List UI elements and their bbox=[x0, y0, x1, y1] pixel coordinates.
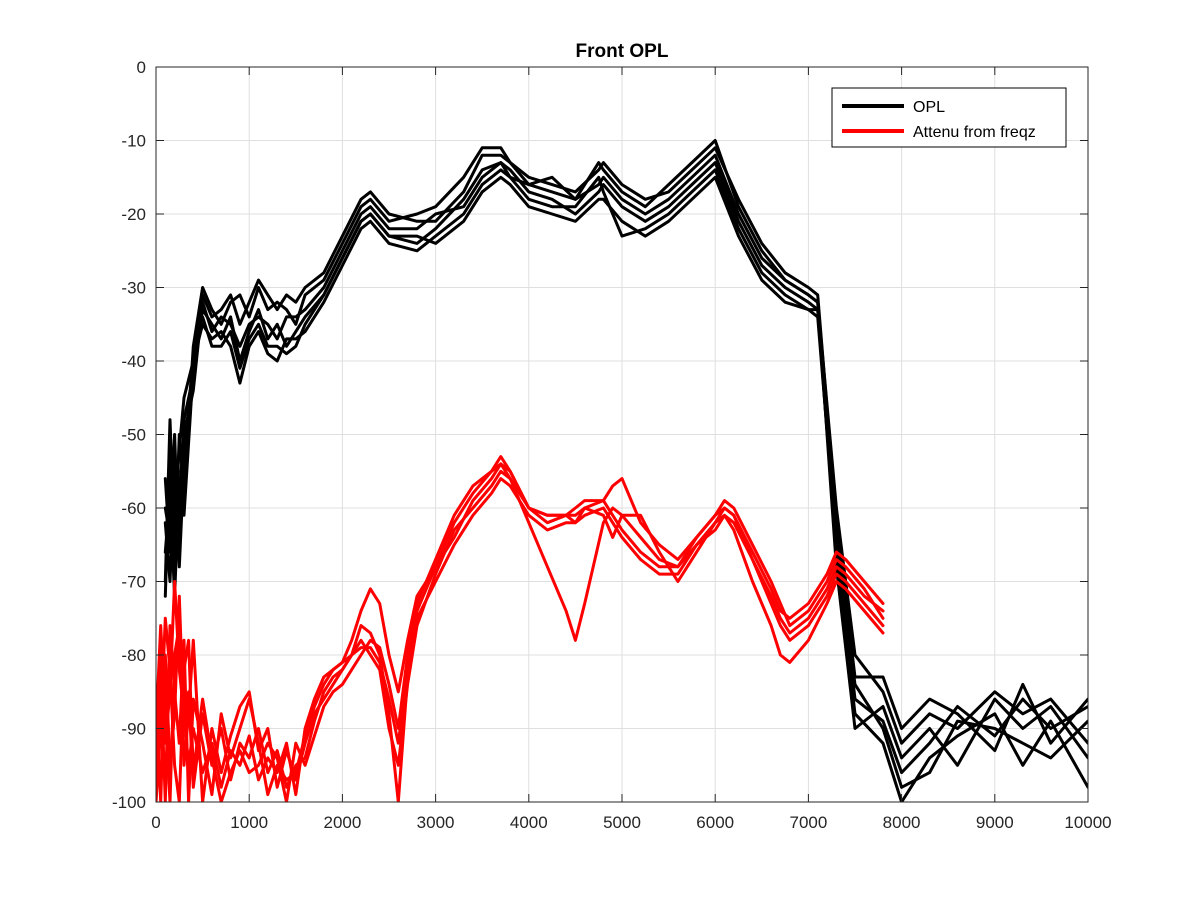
legend-box bbox=[831, 87, 1067, 148]
ticks: 0 1000 2000 3000 4000 5000 6000 7000 8000 9000 100… bbox=[112, 58, 1112, 832]
y-tick-label: -60 bbox=[121, 499, 146, 518]
y-tick-label: -100 bbox=[112, 793, 146, 812]
x-tick-label: 7000 bbox=[789, 813, 827, 832]
x-tick-label: 10000 bbox=[1064, 813, 1111, 832]
series-layer bbox=[156, 139, 1088, 802]
x-tick-label: 5000 bbox=[603, 813, 641, 832]
x-tick-label: 8000 bbox=[883, 813, 921, 832]
x-tick-label: 6000 bbox=[696, 813, 734, 832]
series-line-opl-5 bbox=[163, 153, 1088, 767]
legend: OPL Attenu from freqz bbox=[831, 87, 1067, 148]
x-tick-label: 9000 bbox=[976, 813, 1014, 832]
series-line-opl-4 bbox=[163, 146, 1088, 753]
y-tick-label: -50 bbox=[121, 426, 146, 445]
series-line-attenu-from-freqz-11 bbox=[156, 462, 885, 802]
y-tick-label: -30 bbox=[121, 279, 146, 298]
y-tick-label: -40 bbox=[121, 352, 146, 371]
y-tick-label: -20 bbox=[121, 205, 146, 224]
y-tick-label: -90 bbox=[121, 720, 146, 739]
x-tick-label: 4000 bbox=[510, 813, 548, 832]
y-tick-label: -10 bbox=[121, 132, 146, 151]
x-tick-label: 3000 bbox=[417, 813, 455, 832]
x-tick-label: 0 bbox=[151, 813, 160, 832]
legend-label-opl: OPL bbox=[913, 99, 945, 116]
series-line-opl-1 bbox=[163, 139, 1088, 745]
series-line-attenu-from-freqz-10 bbox=[156, 455, 885, 802]
y-tick-label: -70 bbox=[121, 573, 146, 592]
chart-title: Front OPL bbox=[576, 41, 669, 62]
x-tick-label: 2000 bbox=[323, 813, 361, 832]
y-tick-label: -80 bbox=[121, 646, 146, 665]
x-tick-label: 1000 bbox=[230, 813, 268, 832]
legend-label-attenu: Attenu from freqz bbox=[913, 124, 1036, 141]
y-tick-label: 0 bbox=[137, 58, 146, 77]
